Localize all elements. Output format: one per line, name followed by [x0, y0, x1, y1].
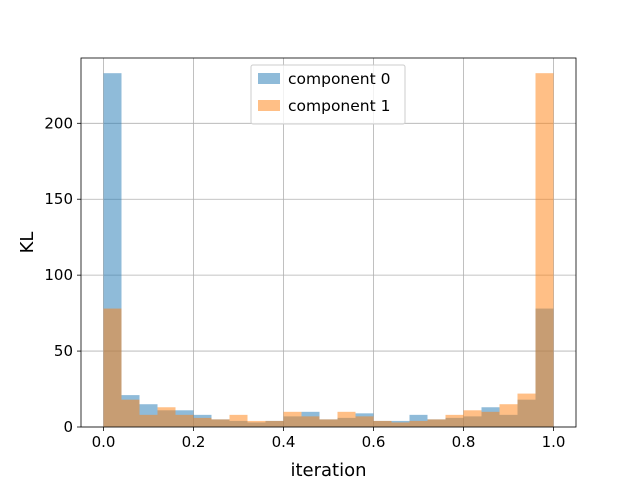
bar-series-1-bin-14 [355, 416, 374, 427]
plot-frame [80, 57, 577, 428]
bar-series-1-bin-22 [499, 404, 518, 427]
bar-series-1-bin-15 [373, 420, 392, 427]
bar-series-1-bin-13 [337, 411, 356, 427]
x-axis-ticks: 0.0 0.2 0.4 0.6 0.8 1.0 [92, 427, 566, 451]
bar-series-1-bin-1 [121, 399, 140, 427]
bar-series-1-bin-5 [193, 417, 212, 427]
x-tick-label-2: 0.4 [272, 433, 296, 451]
bar-series-1-bin-8 [247, 420, 266, 427]
x-tick-label-4: 0.8 [452, 433, 476, 451]
y-tick-label-2: 100 [44, 266, 73, 284]
legend: component 0 component 1 [250, 64, 406, 125]
legend-label-component-1: component 1 [288, 97, 390, 115]
legend-swatch-component-0 [258, 73, 280, 84]
bar-series-1-bin-0 [103, 308, 122, 427]
histogram-bars [103, 73, 554, 428]
bar-series-1-bin-10 [283, 411, 302, 427]
bar-series-1-bin-6 [211, 419, 230, 427]
x-tick-label-3: 0.6 [362, 433, 386, 451]
y-tick-label-1: 50 [54, 342, 73, 360]
bar-series-1-bin-16 [391, 422, 410, 427]
bar-series-1-bin-3 [157, 407, 176, 427]
bar-series-1-bin-19 [445, 414, 464, 427]
bar-series-1-bin-23 [517, 393, 536, 427]
y-tick-label-3: 150 [44, 190, 73, 208]
bar-series-1-bin-11 [301, 416, 320, 427]
y-tick-label-0: 0 [63, 418, 73, 436]
x-tick-label-0: 0.0 [92, 433, 116, 451]
y-axis-ticks: 0 50 100 150 200 [44, 114, 81, 436]
legend-label-component-0: component 0 [288, 70, 390, 88]
x-tick-label-5: 1.0 [542, 433, 566, 451]
bar-series-1-bin-2 [139, 414, 158, 427]
bar-series-1-bin-12 [319, 419, 338, 427]
x-tick-label-1: 0.2 [182, 433, 206, 451]
bar-series-1-bin-9 [265, 420, 284, 427]
bar-series-1-bin-17 [409, 420, 428, 427]
bar-series-1-bin-20 [463, 410, 482, 427]
y-tick-label-4: 200 [44, 114, 73, 132]
x-axis-title: iteration [290, 460, 366, 480]
legend-box [250, 64, 406, 125]
bar-series-1-bin-21 [481, 411, 500, 427]
bar-series-1-bin-7 [229, 414, 248, 427]
bar-series-1-bin-4 [175, 414, 194, 427]
bar-series-1-bin-24 [535, 73, 554, 428]
bar-series-1-bin-18 [427, 419, 446, 427]
legend-swatch-component-1 [258, 100, 280, 111]
y-axis-title: KL [17, 232, 38, 254]
